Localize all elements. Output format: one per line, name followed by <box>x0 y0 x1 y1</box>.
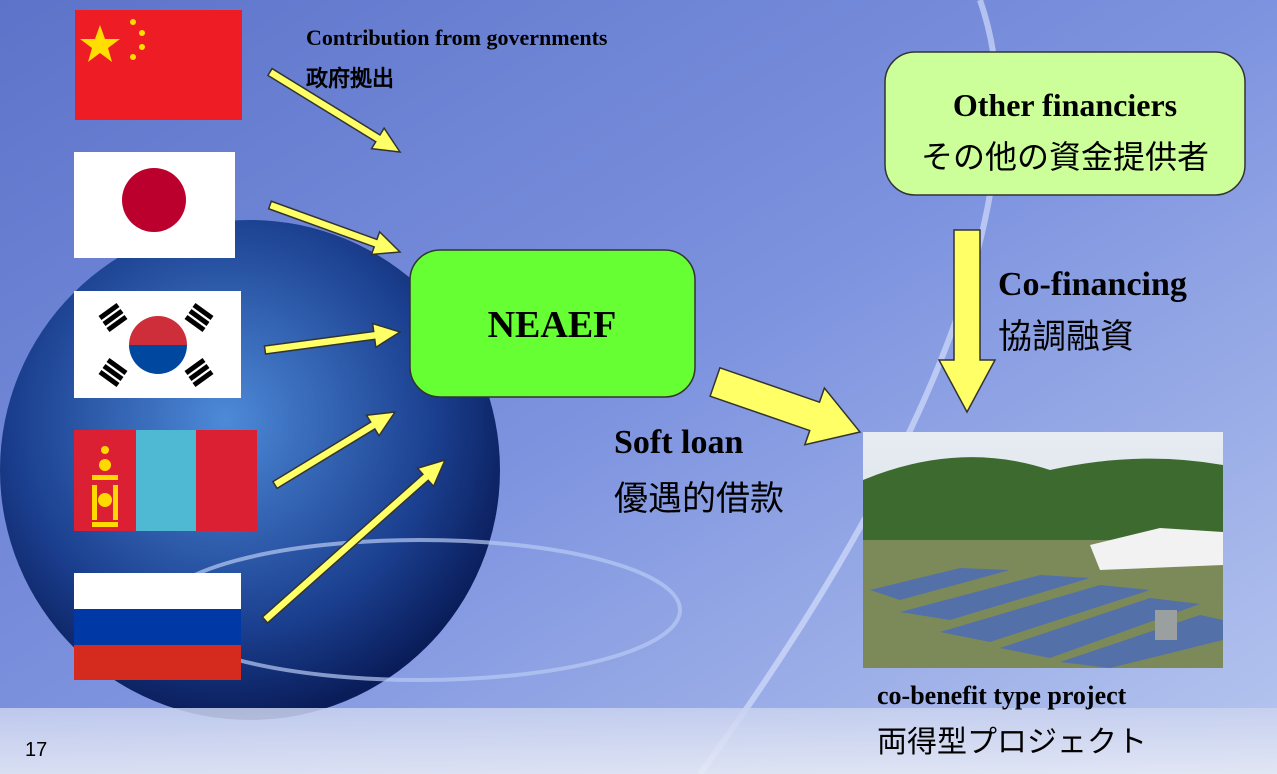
neaef-label: NEAEF <box>488 304 617 346</box>
page-number: 17 <box>25 739 47 761</box>
flag-mongolia <box>74 430 257 531</box>
project-en: co-benefit type project <box>877 681 1127 710</box>
flag-japan <box>74 152 235 258</box>
soft-loan-en: Soft loan <box>614 424 744 461</box>
contribution-en: Contribution from governments <box>306 25 608 50</box>
financiers-ja: その他の資金提供者 <box>921 138 1209 176</box>
page: {"contribution": {"en": "Contribution fr… <box>0 0 1277 774</box>
flag-china <box>75 10 242 120</box>
flag-korea <box>74 291 241 398</box>
contribution-ja: 政府拠出 <box>306 66 394 92</box>
project-photo <box>863 432 1223 668</box>
soft-loan-ja: 優遇的借款 <box>614 479 784 519</box>
slide: Contribution from governments 政府拠出 NEAEF… <box>0 0 1277 774</box>
cofinancing-ja: 協調融資 <box>998 317 1134 357</box>
cofinancing-en: Co-financing <box>998 266 1187 303</box>
project-ja: 両得型プロジェクト <box>877 725 1147 760</box>
flag-russia <box>74 573 241 680</box>
financiers-en: Other financiers <box>953 87 1177 123</box>
